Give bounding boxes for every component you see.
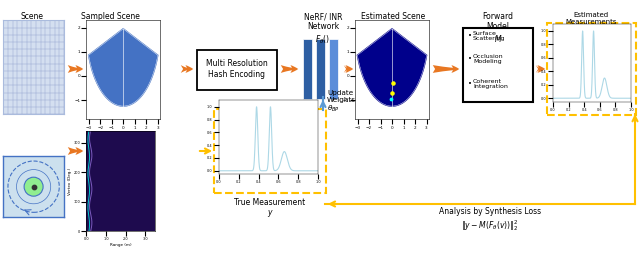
- Y-axis label: Vertex (Deg.): Vertex (Deg.): [68, 167, 72, 195]
- Point: [387, 91, 397, 95]
- FancyBboxPatch shape: [197, 50, 277, 90]
- FancyBboxPatch shape: [547, 23, 636, 115]
- Text: •: •: [468, 81, 472, 87]
- FancyBboxPatch shape: [463, 28, 533, 102]
- Text: Multi Resolution
Hash Encoding: Multi Resolution Hash Encoding: [206, 59, 268, 79]
- Text: Sampled Scene: Sampled Scene: [81, 12, 140, 21]
- Bar: [329, 39, 338, 99]
- Text: Scene
Coordinates: Scene Coordinates: [9, 12, 55, 31]
- Text: Forward
Model
$M$: Forward Model $M$: [483, 12, 513, 44]
- Text: •: •: [468, 56, 472, 62]
- Point: [388, 81, 398, 85]
- Text: Update
Weights
$\theta_{BP}$: Update Weights $\theta_{BP}$: [327, 90, 356, 114]
- Text: True Measurement
$y$: True Measurement $y$: [234, 198, 306, 219]
- Text: Radar
Measurement: Radar Measurement: [6, 192, 58, 211]
- Bar: [303, 39, 312, 99]
- Text: Estimated
Measurements
$M(F_{\theta}(v))$: Estimated Measurements $M(F_{\theta}(v))…: [565, 12, 617, 36]
- X-axis label: Range (m): Range (m): [110, 243, 131, 247]
- Bar: [316, 39, 325, 99]
- Point: [29, 185, 39, 189]
- Text: Analysis by Synthesis Loss
$\|y - M(F_{\theta}(v))\|_2^2$: Analysis by Synthesis Loss $\|y - M(F_{\…: [439, 207, 541, 233]
- Text: NeRF/ INR
Network
$F_{\theta}()$: NeRF/ INR Network $F_{\theta}()$: [304, 12, 342, 46]
- Text: Estimated Scene
$F_{\theta}(v)$: Estimated Scene $F_{\theta}(v)$: [361, 12, 425, 35]
- Text: Sinogram: Sinogram: [92, 192, 129, 201]
- Text: Surface
Scattering: Surface Scattering: [473, 30, 506, 41]
- Point: [387, 97, 397, 101]
- Text: Coherent
Integration: Coherent Integration: [473, 78, 508, 89]
- Text: •: •: [468, 33, 472, 39]
- Text: Occlusion
Modeling: Occlusion Modeling: [473, 54, 504, 65]
- Circle shape: [24, 177, 43, 196]
- Polygon shape: [88, 29, 158, 106]
- FancyBboxPatch shape: [214, 109, 326, 193]
- Polygon shape: [357, 29, 427, 106]
